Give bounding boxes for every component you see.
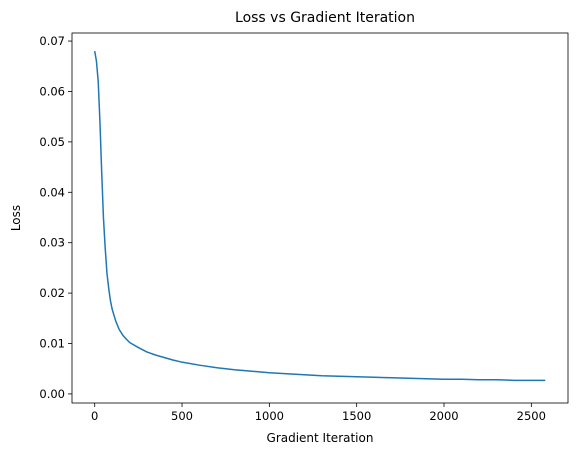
loss-series-line <box>93 51 546 382</box>
x-tick-label: 0 <box>91 409 98 423</box>
y-tick-label: 0.03 <box>39 236 65 250</box>
y-axis-label: Loss <box>9 205 23 231</box>
x-tick-label: 500 <box>171 409 193 423</box>
plot-frame <box>71 32 569 404</box>
y-tick-label: 0.01 <box>39 337 65 351</box>
x-tick-label: 2500 <box>517 409 546 423</box>
x-tick-label: 1000 <box>255 409 284 423</box>
x-axis-ticks: 0 500 1000 1500 2000 2500 <box>91 403 546 423</box>
plot-area <box>93 51 546 382</box>
y-tick-label: 0.06 <box>39 84 65 98</box>
x-tick-label: 1500 <box>342 409 371 423</box>
y-tick-label: 0.00 <box>39 387 65 401</box>
chart-title: Loss vs Gradient Iteration <box>235 10 415 26</box>
x-axis-label: Gradient Iteration <box>267 431 374 445</box>
x-tick-label: 2000 <box>429 409 458 423</box>
y-tick-label: 0.05 <box>39 135 65 149</box>
y-tick-label: 0.07 <box>39 34 65 48</box>
y-tick-label: 0.04 <box>39 185 65 199</box>
y-axis-ticks: 0.00 0.01 0.02 0.03 0.04 0.05 0.06 0.07 <box>39 34 72 401</box>
y-tick-label: 0.02 <box>39 286 65 300</box>
